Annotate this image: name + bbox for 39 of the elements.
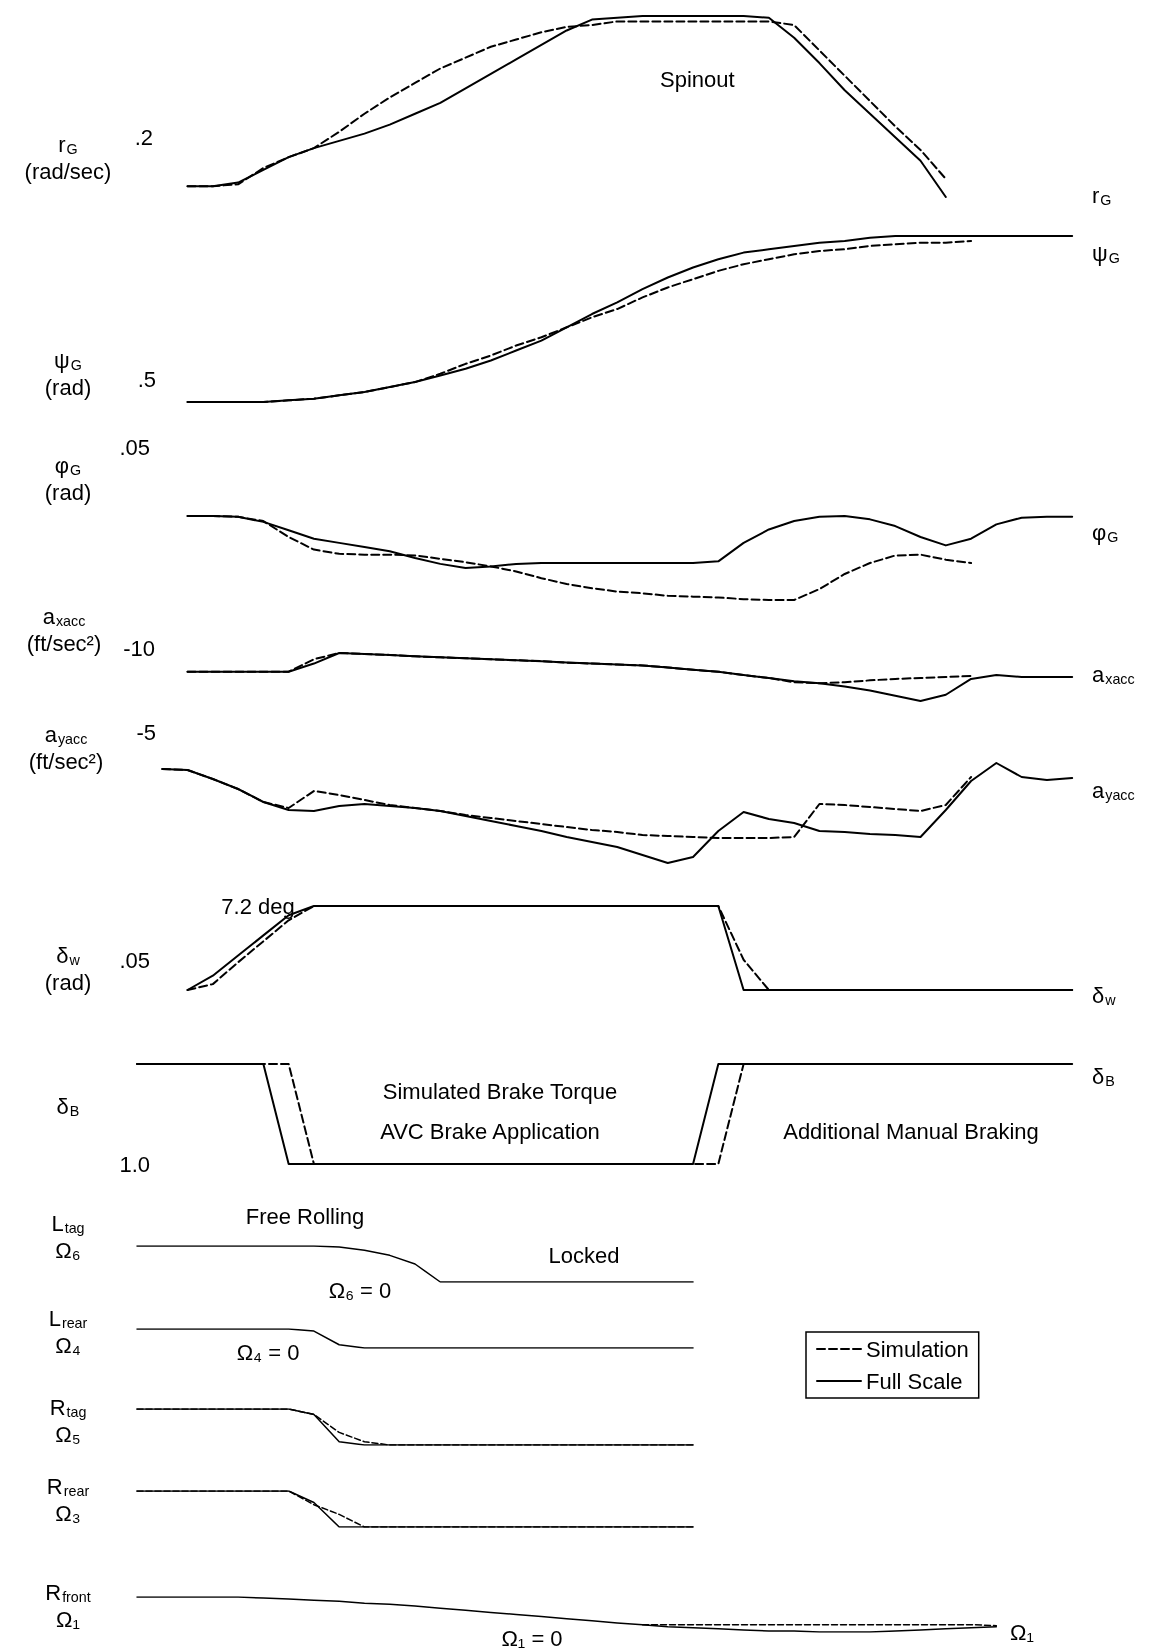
- y-axis-title: rG (rad/sec): [24, 131, 112, 185]
- annotation: .05: [119, 947, 150, 973]
- y-axis-title: δw (rad): [44, 942, 92, 996]
- annotation: 1.0: [119, 1151, 150, 1177]
- legend-label: Simulation: [866, 1336, 969, 1362]
- annotation: Ω₁: [1010, 1619, 1034, 1645]
- annotation: Simulated Brake Torque: [382, 1078, 618, 1104]
- annotation: Ω₆ = 0: [328, 1277, 392, 1303]
- annotation: Additional Manual Braking: [783, 1118, 1039, 1144]
- annotation: δB: [1092, 1063, 1115, 1089]
- y-axis-title: Rtag Ω₅: [49, 1394, 87, 1448]
- annotation: AVC Brake Application: [380, 1118, 600, 1144]
- annotation: ψG: [1092, 240, 1120, 266]
- y-axis-title: Lrear Ω₄: [48, 1305, 88, 1359]
- y-axis-title: Rfront Ω₁: [45, 1579, 91, 1633]
- y-axis-title: φG (rad): [44, 452, 92, 506]
- annotation: axacc: [1092, 661, 1135, 687]
- annotation: Ω₄ = 0: [236, 1339, 300, 1365]
- y-axis-title: Ltag Ω₆: [51, 1210, 85, 1264]
- annotation: 7.2 deg: [221, 893, 295, 919]
- legend-label: Full Scale: [866, 1368, 963, 1394]
- y-axis-title: Rrear Ω₃: [46, 1473, 90, 1527]
- annotation: ayacc: [1092, 777, 1135, 803]
- annotation: rG: [1092, 182, 1112, 208]
- y-axis-title: axacc (ft/sec²): [26, 603, 102, 657]
- annotation: Ω₁ = 0: [501, 1625, 563, 1651]
- annotation: δw: [1092, 982, 1117, 1008]
- text: Free Rolling: [245, 1203, 365, 1229]
- text: -5: [136, 719, 156, 745]
- annotation: .5: [137, 366, 156, 392]
- y-axis-title: δB: [56, 1093, 80, 1119]
- annotation: -10: [123, 635, 155, 661]
- y-axis-title: ψG (rad): [44, 347, 92, 401]
- annotation: .2: [134, 124, 153, 150]
- y-axis-title: ayacc (ft/sec²): [28, 721, 104, 775]
- annotation: Locked: [548, 1242, 620, 1268]
- annotation: Spinout: [660, 66, 735, 92]
- text: .05: [119, 434, 150, 460]
- annotation: φG: [1092, 519, 1119, 545]
